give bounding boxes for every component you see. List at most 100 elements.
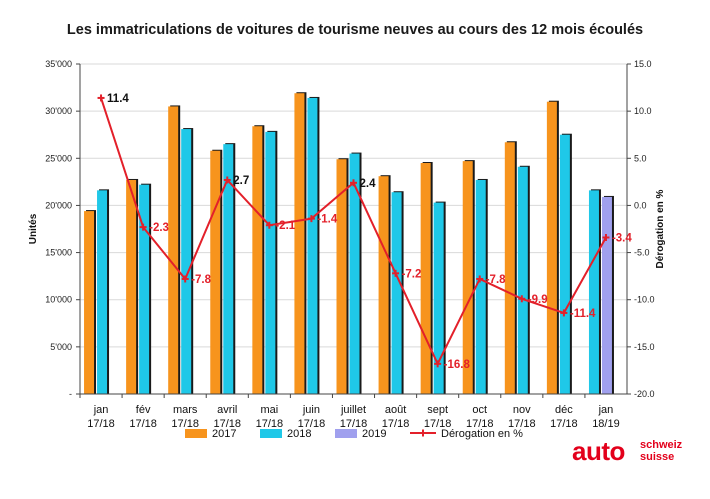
bar-2017 [168, 106, 179, 394]
derogation-label: -2.1 [275, 220, 295, 232]
category-label: mars [173, 404, 198, 416]
y-axis-title: Unités [28, 213, 39, 244]
bar-2018 [475, 179, 486, 394]
bar-2018 [559, 134, 570, 394]
bar-2018 [517, 166, 528, 394]
category-label: jan [598, 404, 614, 416]
bar-2017 [336, 159, 347, 394]
derogation-label: -1.4 [317, 214, 337, 226]
logo-line1: schweiz [640, 439, 683, 451]
y-tick-label: - [69, 389, 72, 399]
bar-2018 [139, 184, 150, 394]
category-label-period: 17/18 [87, 418, 115, 430]
category-label: avril [217, 404, 237, 416]
derogation-label: -2.3 [149, 222, 169, 234]
category-label: juillet [340, 404, 366, 416]
category-label: oct [472, 404, 487, 416]
y2-axis-title: Dérogation en % [655, 189, 666, 268]
derogation-label: -11.4 [570, 308, 596, 320]
y-tick-label: 30'000 [45, 106, 72, 116]
category-label: juin [302, 404, 320, 416]
bar-2018 [349, 153, 360, 394]
bar-2017 [294, 93, 305, 394]
bar-2017 [462, 161, 473, 394]
y2-tick-label: -10.0 [634, 295, 655, 305]
legend-swatch-2018 [260, 429, 282, 438]
y2-tick-label: 0.0 [634, 200, 647, 210]
bar-2018 [223, 144, 234, 394]
category-label: août [385, 404, 406, 416]
category-label-period: 17/18 [466, 418, 494, 430]
derogation-label: -7.8 [191, 274, 211, 286]
y2-tick-label: 5.0 [634, 153, 647, 163]
derogation-line [97, 94, 610, 368]
bar-2018 [265, 131, 276, 394]
legend-label: 2017 [212, 428, 236, 440]
category-label: sept [427, 404, 448, 416]
derogation-label: -7.2 [402, 268, 422, 280]
y-tick-label: 10'000 [45, 295, 72, 305]
legend-label: 2019 [362, 428, 386, 440]
category-label: déc [555, 404, 573, 416]
derogation-label: -9.9 [528, 294, 548, 306]
bar-2017 [420, 163, 431, 394]
y2-tick-label: -20.0 [634, 389, 655, 399]
bar-2017 [126, 179, 137, 394]
category-label: jan [93, 404, 109, 416]
legend: 2017 2018 2019 Dérogation en % [185, 428, 523, 440]
derogation-label: -7.8 [486, 274, 506, 286]
derogation-label: 11.4 [107, 93, 129, 105]
logo-line2: suisse [640, 451, 675, 463]
legend-swatch-2017 [185, 429, 207, 438]
y-tick-label: 15'000 [45, 248, 72, 258]
bar-2017 [504, 142, 515, 394]
category-label-period: 17/18 [340, 418, 368, 430]
bar-2017 [378, 176, 389, 394]
data-labels: 11.4 -2.3 -7.8 2.7 -2.1 -1.4 2.4 -7.2 -16.8 -7.8 -… [107, 93, 632, 371]
y2-tick-label: -15.0 [634, 342, 655, 352]
bar-2018 [391, 192, 402, 394]
category-label-period: 17/18 [171, 418, 199, 430]
bar-2019 [601, 196, 612, 394]
category-label-period: 17/18 [424, 418, 452, 430]
category-label: nov [513, 404, 531, 416]
legend-swatch-2019 [335, 429, 357, 438]
category-label: mai [260, 404, 278, 416]
bar-2017 [546, 101, 557, 394]
y2-tick-label: 15.0 [634, 59, 652, 69]
y-tick-label: 5'000 [50, 342, 72, 352]
category-label-period: 17/18 [214, 418, 242, 430]
axes: - 5'000 10'000 15'000 20'000 25'000 30'000 35'0… [28, 59, 666, 430]
bar-2018 [433, 202, 444, 394]
y2-tick-label: 10.0 [634, 106, 652, 116]
derogation-label: 2.7 [233, 175, 249, 187]
bars [84, 92, 614, 395]
logo-word: auto [572, 436, 625, 466]
y-tick-label: 20'000 [45, 200, 72, 210]
category-label-period: 17/18 [508, 418, 536, 430]
category-label-period: 17/18 [298, 418, 326, 430]
bar-2018 [181, 129, 192, 395]
y-tick-label: 25'000 [45, 153, 72, 163]
derogation-label: -3.4 [612, 232, 632, 244]
category-label: fév [136, 404, 151, 416]
category-label-period: 17/18 [256, 418, 284, 430]
bar-2018 [307, 97, 318, 394]
legend-label: Dérogation en % [441, 428, 523, 440]
category-label-period: 17/18 [550, 418, 578, 430]
bar-2017 [84, 211, 95, 394]
category-label-period: 17/18 [129, 418, 157, 430]
bar-2018 [588, 190, 599, 394]
bar-2018 [97, 190, 108, 394]
chart-title: Les immatriculations de voitures de tour… [66, 22, 644, 38]
y2-tick-label: -5.0 [634, 248, 650, 258]
y-tick-label: 35'000 [45, 59, 72, 69]
derogation-label: -16.8 [444, 359, 471, 371]
category-label-period: 18/19 [592, 418, 620, 430]
legend-label: 2018 [287, 428, 311, 440]
derogation-label: 2.4 [360, 178, 377, 190]
bar-2017 [210, 150, 221, 394]
category-label-period: 17/18 [382, 418, 410, 430]
bar-2017 [252, 126, 263, 394]
